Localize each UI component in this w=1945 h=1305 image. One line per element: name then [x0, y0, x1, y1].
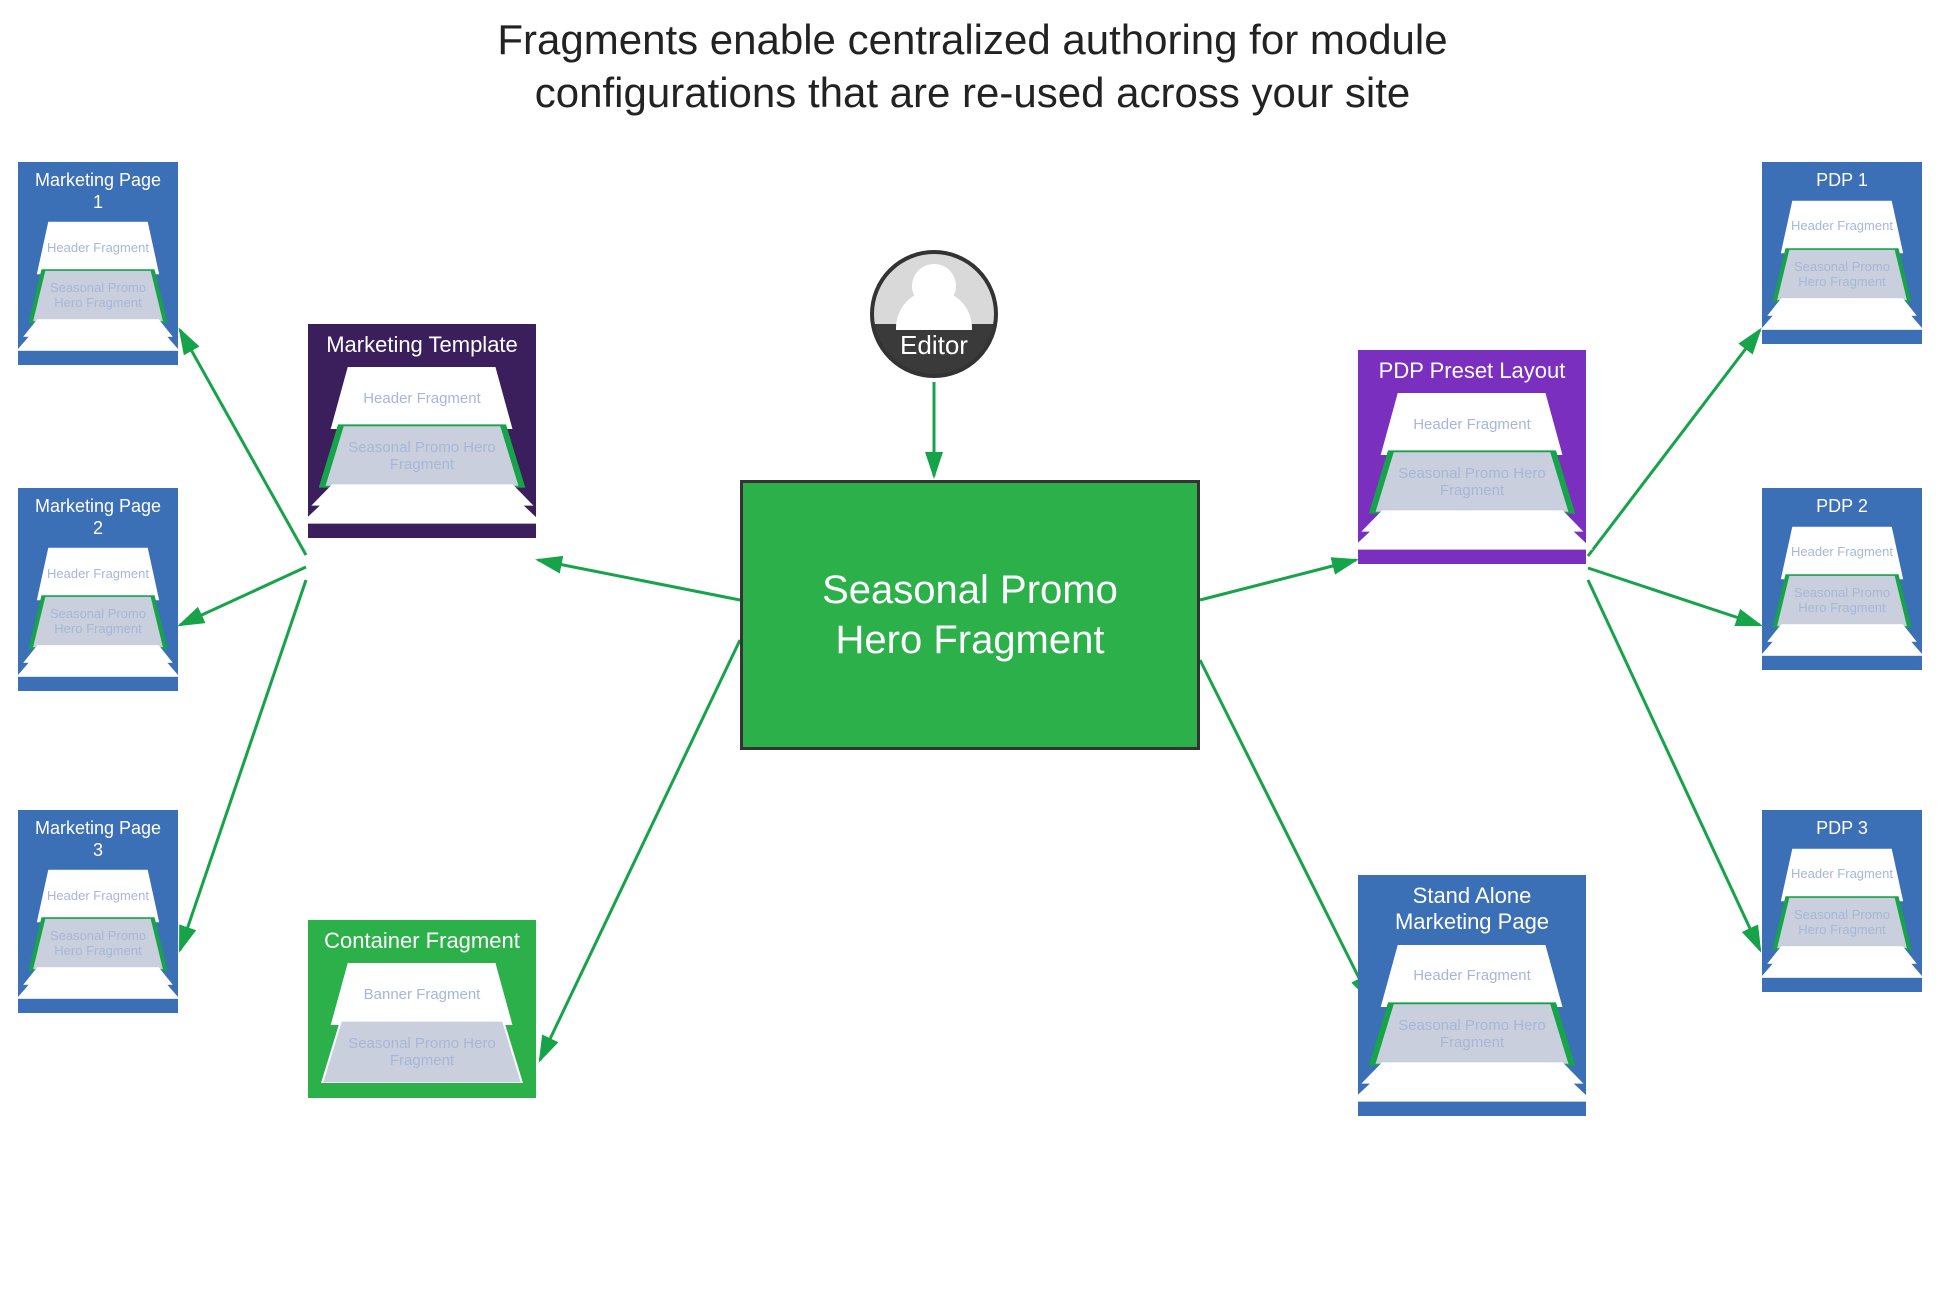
module-label: Header Fragment	[353, 390, 491, 407]
module-label: Seasonal Promo Hero Fragment	[1772, 908, 1912, 938]
card-mkt2: Marketing Page 2 Header Fragment Seasona…	[18, 488, 178, 691]
module-stack: Banner Fragment Seasonal Promo Hero Frag…	[318, 962, 526, 1084]
module-label: Header Fragment	[1781, 545, 1903, 560]
arrow	[180, 567, 306, 625]
arrow	[1588, 580, 1760, 950]
card-mkt3: Marketing Page 3 Header Fragment Seasona…	[18, 810, 178, 1013]
title-line1: Fragments enable centralized authoring f…	[497, 16, 1447, 63]
module-blank	[1758, 312, 1926, 330]
module-label: Header Fragment	[37, 567, 159, 582]
arrow	[1200, 560, 1356, 600]
diagram-canvas: Fragments enable centralized authoring f…	[0, 0, 1945, 1305]
card-title: PDP Preset Layout	[1368, 358, 1576, 384]
module-label: Seasonal Promo Hero Fragment	[28, 281, 168, 311]
module-label: Seasonal Promo Hero Fragment	[28, 929, 168, 959]
module-banner: Banner Fragment	[328, 962, 515, 1026]
module-header: Header Fragment	[1779, 200, 1905, 254]
module-stack: Header Fragment Seasonal Promo Hero Frag…	[318, 366, 526, 524]
arrow	[180, 330, 306, 555]
module-stack: Header Fragment Seasonal Promo Hero Frag…	[1368, 392, 1576, 550]
module-header: Header Fragment	[35, 221, 161, 275]
arrow	[540, 640, 740, 1060]
module-promo: Seasonal Promo Hero Fragment	[1772, 248, 1912, 302]
module-blank	[1347, 528, 1597, 550]
card-stand_alone: Stand AloneMarketing Page Header Fragmen…	[1358, 875, 1586, 1116]
diagram-title: Fragments enable centralized authoring f…	[0, 14, 1945, 119]
card-title: PDP 1	[1772, 170, 1912, 192]
arrow	[1588, 330, 1760, 556]
module-promo: Seasonal Promo Hero Fragment	[28, 917, 168, 971]
module-header: Header Fragment	[1779, 848, 1905, 902]
card-container_fragment: Container Fragment Banner Fragment Seaso…	[308, 920, 536, 1098]
module-blank	[1758, 960, 1926, 978]
module-blank	[14, 981, 182, 999]
card-pdp3: PDP 3 Header Fragment Seasonal Promo Her…	[1762, 810, 1922, 992]
arrow	[1200, 660, 1370, 1000]
module-label: Seasonal Promo Hero Fragment	[318, 1035, 526, 1070]
module-promo_nohl: Seasonal Promo Hero Fragment	[318, 1020, 526, 1084]
module-label: Banner Fragment	[354, 986, 491, 1003]
hero-label-line2: Hero Fragment	[836, 618, 1105, 662]
arrow	[1588, 568, 1760, 625]
module-label: Header Fragment	[37, 241, 159, 256]
module-stack: Header Fragment Seasonal Promo Hero Frag…	[1772, 526, 1912, 656]
module-label: Header Fragment	[1403, 967, 1541, 984]
module-label: Header Fragment	[1781, 219, 1903, 234]
module-stack: Header Fragment Seasonal Promo Hero Frag…	[28, 221, 168, 351]
card-title: PDP 3	[1772, 818, 1912, 840]
hero-fragment-box: Seasonal Promo Hero Fragment	[740, 480, 1200, 750]
card-title: Marketing Template	[318, 332, 526, 358]
card-pdp2: PDP 2 Header Fragment Seasonal Promo Her…	[1762, 488, 1922, 670]
module-promo: Seasonal Promo Hero Fragment	[1368, 1002, 1576, 1066]
card-pdp1: PDP 1 Header Fragment Seasonal Promo Her…	[1762, 162, 1922, 344]
module-header: Header Fragment	[1378, 392, 1565, 456]
card-pdp_preset: PDP Preset Layout Header Fragment Season…	[1358, 350, 1586, 564]
module-stack: Header Fragment Seasonal Promo Hero Frag…	[1772, 200, 1912, 330]
module-stack: Header Fragment Seasonal Promo Hero Frag…	[28, 547, 168, 677]
module-header: Header Fragment	[1779, 526, 1905, 580]
hero-label-line1: Seasonal Promo	[822, 568, 1118, 612]
module-blank	[14, 659, 182, 677]
module-promo: Seasonal Promo Hero Fragment	[318, 424, 526, 488]
module-label: Header Fragment	[1781, 867, 1903, 882]
module-promo: Seasonal Promo Hero Fragment	[28, 269, 168, 323]
module-label: Seasonal Promo Hero Fragment	[1368, 465, 1576, 500]
module-promo: Seasonal Promo Hero Fragment	[1772, 574, 1912, 628]
card-title: PDP 2	[1772, 496, 1912, 518]
module-blank	[1758, 638, 1926, 656]
module-label: Seasonal Promo Hero Fragment	[1772, 260, 1912, 290]
module-header: Header Fragment	[35, 869, 161, 923]
module-label: Header Fragment	[37, 889, 159, 904]
module-blank	[14, 333, 182, 351]
editor-label: Editor	[900, 330, 968, 361]
arrow	[180, 580, 306, 950]
module-header: Header Fragment	[1378, 944, 1565, 1008]
module-stack: Header Fragment Seasonal Promo Hero Frag…	[1772, 848, 1912, 978]
title-line2: configurations that are re-used across y…	[535, 69, 1410, 116]
module-label: Seasonal Promo Hero Fragment	[28, 607, 168, 637]
module-label: Header Fragment	[1403, 416, 1541, 433]
module-blank	[1347, 1080, 1597, 1102]
module-label: Seasonal Promo Hero Fragment	[318, 439, 526, 474]
card-title: Marketing Page 3	[28, 818, 168, 861]
module-stack: Header Fragment Seasonal Promo Hero Frag…	[28, 869, 168, 999]
card-title: Marketing Page 2	[28, 496, 168, 539]
module-promo: Seasonal Promo Hero Fragment	[28, 595, 168, 649]
module-header: Header Fragment	[328, 366, 515, 430]
card-title: Container Fragment	[318, 928, 526, 954]
module-label: Seasonal Promo Hero Fragment	[1368, 1017, 1576, 1052]
module-promo: Seasonal Promo Hero Fragment	[1368, 450, 1576, 514]
card-title: Stand AloneMarketing Page	[1368, 883, 1576, 936]
module-label: Seasonal Promo Hero Fragment	[1772, 586, 1912, 616]
module-blank	[297, 502, 547, 524]
arrow	[538, 560, 740, 600]
card-mkt1: Marketing Page 1 Header Fragment Seasona…	[18, 162, 178, 365]
card-title: Marketing Page 1	[28, 170, 168, 213]
editor-badge: Editor	[870, 250, 998, 378]
module-promo: Seasonal Promo Hero Fragment	[1772, 896, 1912, 950]
card-marketing_template: Marketing Template Header Fragment Seaso…	[308, 324, 536, 538]
module-header: Header Fragment	[35, 547, 161, 601]
module-stack: Header Fragment Seasonal Promo Hero Frag…	[1368, 944, 1576, 1102]
editor-avatar-icon	[874, 254, 994, 324]
